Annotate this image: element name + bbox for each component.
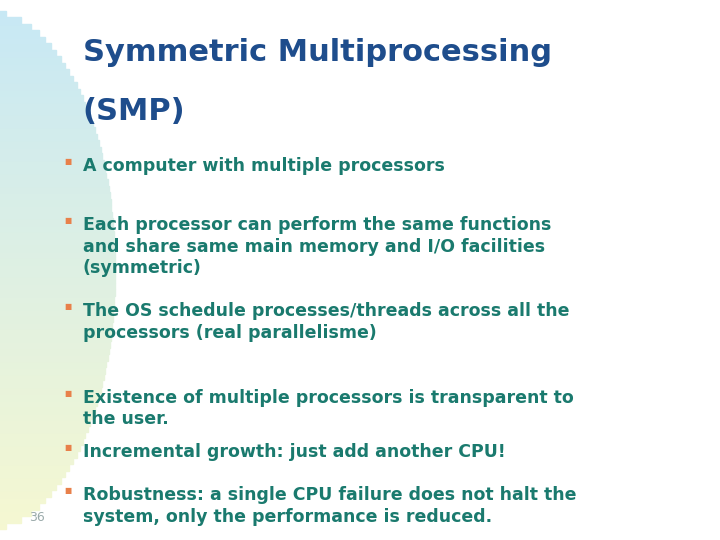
Bar [0,69,69,76]
Bar [0,445,80,451]
Bar [0,102,86,108]
Bar [0,140,99,147]
Bar [0,484,56,490]
Bar [0,218,113,225]
Bar [0,82,76,89]
Bar [0,134,97,140]
Text: A computer with multiple processors: A computer with multiple processors [83,157,445,174]
Bar [0,406,95,413]
Bar [0,309,114,315]
Bar [0,251,115,257]
Text: (SMP): (SMP) [83,97,186,126]
Bar [0,438,83,445]
Bar [0,374,104,380]
Bar [0,458,73,464]
Bar [0,225,114,231]
Bar [0,30,39,37]
Bar [0,380,102,387]
Bar [0,296,114,302]
Text: ■: ■ [65,216,72,225]
Bar [0,63,66,69]
Text: ■: ■ [65,486,72,495]
Text: Incremental growth: just add another CPU!: Incremental growth: just add another CPU… [83,443,505,461]
Text: ■: ■ [65,157,72,166]
Bar [0,367,105,374]
Bar [0,335,111,341]
Bar [0,95,83,102]
Bar [0,17,21,24]
Bar [0,160,104,166]
Bar [0,289,114,296]
Bar [0,315,113,322]
Bar [0,354,107,361]
Bar [0,322,112,328]
Text: 36: 36 [29,511,45,524]
Bar [0,413,93,419]
Text: Each processor can perform the same functions
and share same main memory and I/O: Each processor can perform the same func… [83,216,552,277]
Bar [0,212,112,218]
Bar [0,166,105,173]
Bar [0,419,91,426]
Bar [0,153,102,160]
Bar [0,56,61,63]
Bar [0,302,114,309]
Bar [0,179,107,186]
Bar [0,276,115,283]
Bar [0,387,101,393]
Bar [0,510,31,516]
Bar [0,490,51,497]
Bar [0,121,93,127]
Bar [0,270,115,276]
Bar [0,89,80,95]
Bar [0,503,39,510]
Text: ■: ■ [65,302,72,312]
Bar [0,37,45,43]
Text: ■: ■ [65,443,72,452]
Bar [0,114,91,121]
Text: Robustness: a single CPU failure does not halt the
system, only the performance : Robustness: a single CPU failure does no… [83,486,576,525]
Text: The OS schedule processes/threads across all the
processors (real parallelisme): The OS schedule processes/threads across… [83,302,570,342]
Bar [0,426,88,432]
Bar [0,400,97,406]
Bar [0,451,76,458]
Bar [0,186,109,192]
Bar [0,477,61,484]
Bar [0,238,114,244]
Text: Existence of multiple processors is transparent to
the user.: Existence of multiple processors is tran… [83,389,574,428]
Bar [0,516,21,523]
Bar [0,192,109,199]
Bar [0,199,111,205]
Bar [0,11,6,17]
Bar [0,50,56,56]
Bar [0,432,86,438]
Bar [0,76,73,82]
Bar [0,283,115,289]
Bar [0,348,109,354]
Bar [0,205,112,212]
Bar [0,244,114,251]
Text: Symmetric Multiprocessing: Symmetric Multiprocessing [83,38,552,67]
Bar [0,328,112,335]
Bar [0,43,51,50]
Bar [0,471,66,477]
Bar [0,497,45,503]
Bar [0,361,107,367]
Bar [0,341,109,348]
Text: ■: ■ [65,389,72,398]
Bar [0,464,69,471]
Bar [0,24,31,30]
Bar [0,127,95,134]
Bar [0,231,114,238]
Bar [0,264,115,270]
Bar [0,108,88,114]
Bar [0,393,99,400]
Bar [0,173,107,179]
Bar [0,147,101,153]
Bar [0,257,115,264]
Bar [0,523,6,529]
